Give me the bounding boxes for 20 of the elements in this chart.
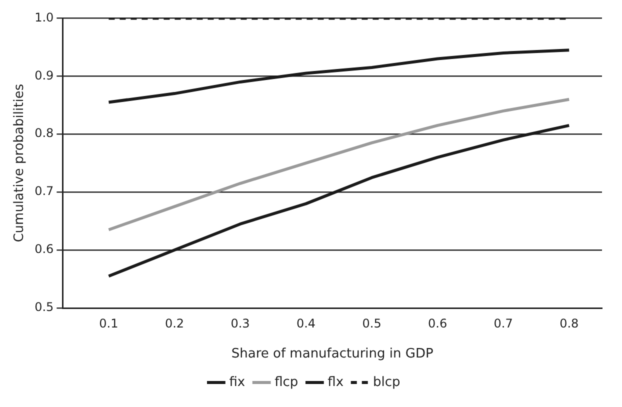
x-tick-label: 0.1: [99, 316, 118, 330]
x-tick-label: 0.4: [296, 316, 316, 330]
legend-label: flcp: [274, 374, 298, 390]
y-tick-label: 0.5: [34, 300, 54, 314]
x-tick-label: 0.5: [362, 316, 382, 330]
y-tick-label: 0.7: [34, 184, 54, 198]
y-axis-title: Cumulative probabilities: [12, 84, 28, 242]
x-tick-label: 0.8: [560, 316, 579, 330]
x-axis-title: Share of manufacturing in GDP: [231, 346, 434, 362]
legend-label: blcp: [373, 374, 400, 390]
x-tick-label: 0.2: [164, 316, 184, 330]
y-tick-label: 0.8: [34, 126, 54, 140]
legend-label: fix: [229, 374, 246, 390]
y-tick-label: 1.0: [34, 10, 54, 24]
x-tick-label: 0.6: [428, 316, 448, 330]
legend-label: flx: [328, 374, 344, 390]
x-tick-label: 0.7: [494, 316, 513, 330]
x-tick-label: 0.3: [230, 316, 250, 330]
y-tick-label: 0.9: [34, 68, 54, 82]
y-tick-label: 0.6: [34, 242, 54, 256]
